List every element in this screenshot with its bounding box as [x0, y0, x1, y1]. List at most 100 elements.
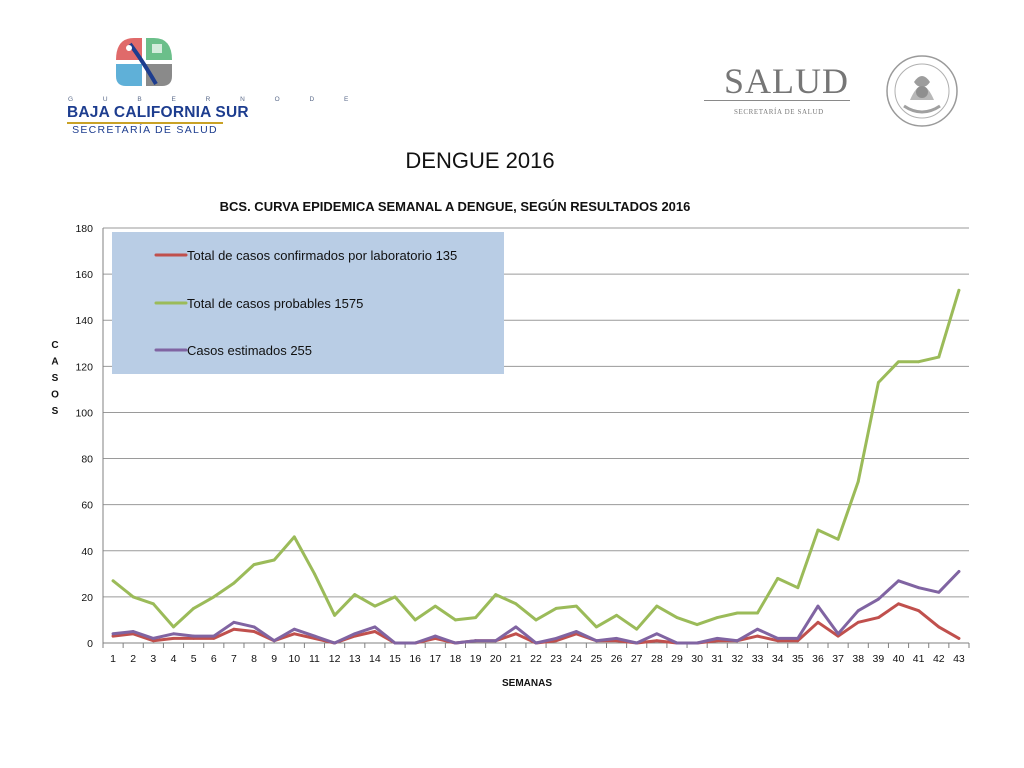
- x-tick-label: 29: [671, 653, 683, 665]
- data-point: [232, 627, 236, 631]
- data-point: [212, 595, 216, 599]
- data-point: [454, 618, 457, 622]
- data-point: [373, 625, 377, 629]
- data-point: [635, 627, 639, 631]
- x-tick-label: 21: [510, 653, 522, 665]
- x-tick-label: 36: [812, 653, 824, 665]
- bcs-subtitle: SECRETARÍA DE SALUD: [72, 124, 218, 136]
- x-tick-label: 41: [913, 653, 925, 665]
- salud-divider: [704, 100, 850, 101]
- data-point: [413, 618, 417, 622]
- y-tick-label: 60: [81, 500, 93, 512]
- x-tick-label: 20: [490, 653, 502, 665]
- data-point: [252, 625, 256, 629]
- data-point: [111, 634, 115, 638]
- x-tick-label: 31: [711, 653, 723, 665]
- y-tick-label: 120: [75, 361, 93, 373]
- salud-word: SALUD: [724, 61, 850, 101]
- data-point: [796, 636, 800, 640]
- x-tick-label: 24: [570, 653, 582, 665]
- data-point: [756, 611, 759, 615]
- x-tick-label: 23: [550, 653, 562, 665]
- x-tick-label: 28: [651, 653, 663, 665]
- data-point: [595, 639, 598, 643]
- data-point: [111, 579, 115, 583]
- chart-title: BCS. CURVA EPIDEMICA SEMANAL A DENGUE, S…: [220, 199, 691, 214]
- data-point: [836, 537, 840, 541]
- data-point: [917, 586, 921, 590]
- x-tick-label: 43: [953, 653, 965, 665]
- x-tick-label: 37: [832, 653, 844, 665]
- bcs-divider: [67, 122, 223, 124]
- data-point: [695, 641, 699, 645]
- data-point: [655, 639, 659, 643]
- x-tick-label: 14: [369, 653, 381, 665]
- data-point: [554, 636, 558, 640]
- data-point: [252, 630, 256, 633]
- data-point: [796, 639, 800, 643]
- x-tick-label: 1: [110, 653, 116, 665]
- data-point: [735, 611, 739, 615]
- data-point: [655, 632, 659, 636]
- data-point: [393, 641, 397, 645]
- x-tick-label: 25: [591, 653, 603, 665]
- data-point: [514, 602, 518, 606]
- data-point: [131, 595, 135, 599]
- legend-label: Total de casos probables 1575: [187, 296, 363, 311]
- data-point: [856, 480, 860, 484]
- data-point: [313, 634, 316, 638]
- y-tick-label: 180: [75, 223, 93, 235]
- data-point: [534, 641, 538, 645]
- data-point: [836, 634, 840, 638]
- x-tick-label: 8: [251, 653, 257, 665]
- x-tick-label: 26: [611, 653, 623, 665]
- data-point: [192, 634, 196, 638]
- x-tick-label: 27: [631, 653, 643, 665]
- x-tick-label: 4: [171, 653, 177, 665]
- x-tick-label: 9: [271, 653, 277, 665]
- x-tick-label: 6: [211, 653, 217, 665]
- x-tick-label: 39: [873, 653, 885, 665]
- y-tick-label: 100: [75, 407, 93, 419]
- data-point: [756, 634, 759, 638]
- bcs-emblem-icon: [116, 38, 172, 86]
- data-point: [937, 625, 941, 629]
- legend-label: Total de casos confirmados por laborator…: [187, 248, 457, 263]
- y-tick-label: 140: [75, 315, 93, 327]
- x-tick-label: 33: [752, 653, 764, 665]
- data-point: [675, 641, 679, 645]
- data-point: [776, 577, 780, 580]
- data-point: [313, 572, 316, 576]
- x-tick-label: 5: [191, 653, 197, 665]
- data-point: [292, 535, 296, 539]
- data-point: [131, 630, 135, 633]
- legend-label: Casos estimados 255: [187, 343, 312, 358]
- data-point: [232, 620, 236, 624]
- data-point: [615, 613, 618, 617]
- x-tick-label: 19: [470, 653, 482, 665]
- data-point: [413, 641, 417, 645]
- data-point: [876, 381, 880, 384]
- page-title-text: DENGUE 2016: [405, 148, 555, 173]
- x-tick-label: 2: [130, 653, 136, 665]
- data-point: [635, 641, 639, 645]
- x-tick-label: 34: [772, 653, 784, 665]
- x-tick-label: 12: [329, 653, 341, 665]
- data-point: [897, 579, 900, 583]
- x-tick-label: 7: [231, 653, 237, 665]
- x-tick-label: 18: [450, 653, 462, 665]
- mexico-seal-icon: [886, 55, 958, 127]
- x-tick-label: 3: [150, 653, 156, 665]
- data-point: [937, 355, 941, 359]
- page-title: DENGUE 2016: [0, 148, 968, 174]
- data-point: [292, 627, 296, 631]
- data-point: [192, 636, 196, 640]
- data-point: [494, 593, 498, 596]
- salud-subtitle: SECRETARÍA DE SALUD: [734, 108, 824, 116]
- y-tick-label: 0: [87, 638, 93, 650]
- x-tick-label: 16: [409, 653, 421, 665]
- data-point: [554, 607, 558, 610]
- data-point: [514, 625, 518, 629]
- data-point: [373, 604, 377, 608]
